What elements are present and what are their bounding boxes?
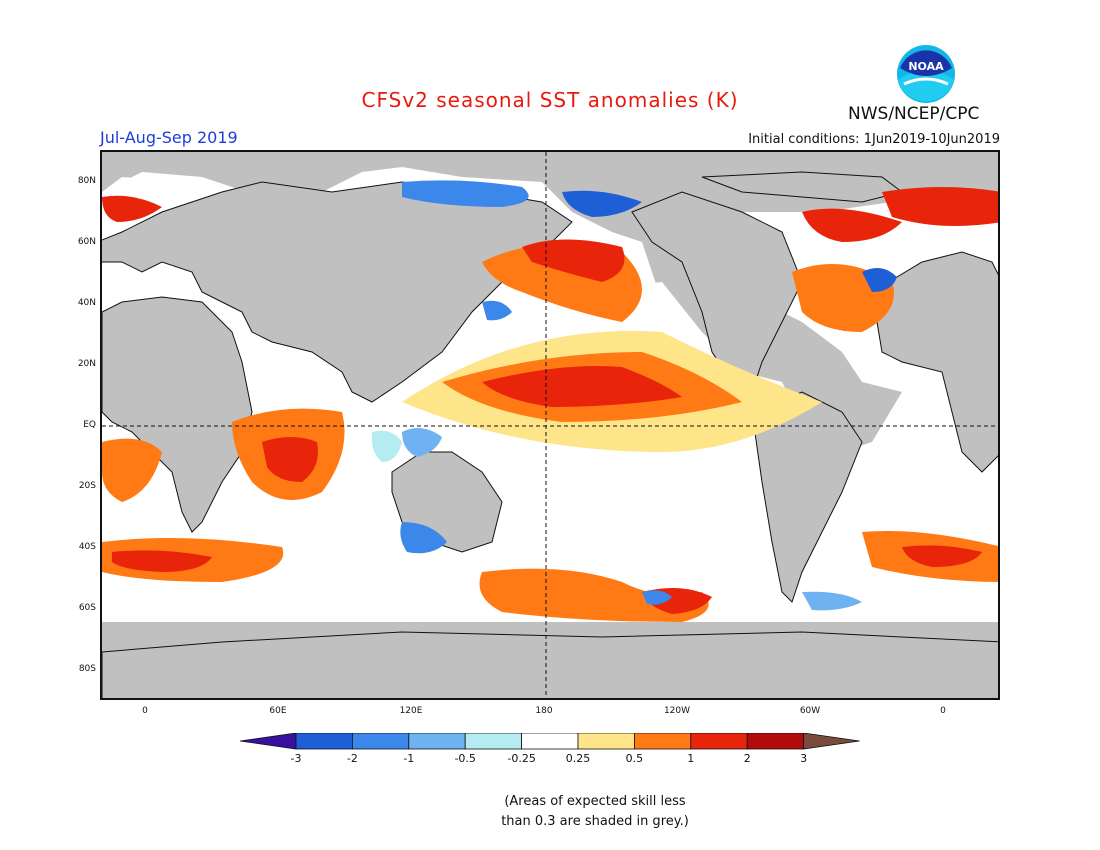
colorbar-label: -1 xyxy=(403,752,415,765)
lon-label-120w: 120W xyxy=(663,706,691,716)
colorbar-segment xyxy=(633,732,692,750)
lon-label-60e: 60E xyxy=(269,706,287,716)
lon-label-0-east: 0 xyxy=(940,706,946,716)
skill-note-line-1: (Areas of expected skill less xyxy=(504,794,686,809)
colorbar-segment xyxy=(803,732,860,750)
colorbar-segment xyxy=(239,732,297,750)
agency-label: NWS/NCEP/CPC xyxy=(848,104,980,124)
colorbar-label: -2 xyxy=(346,752,358,765)
colorbar-label: -0.25 xyxy=(507,752,536,765)
colorbar-segment xyxy=(521,732,579,750)
skill-note: (Areas of expected skill less than 0.3 a… xyxy=(0,792,1100,832)
lon-label-60w: 60W xyxy=(799,706,821,716)
colorbar-label: -3 xyxy=(290,752,302,765)
lat-label-eq: EQ xyxy=(83,420,96,430)
lat-label-60s: 60S xyxy=(78,603,96,613)
colorbar-label: -0.5 xyxy=(454,752,476,765)
colorbar-label: 1 xyxy=(687,752,695,765)
season-label: Jul-Aug-Sep 2019 xyxy=(100,128,238,147)
lon-label-120e: 120E xyxy=(399,706,423,716)
lon-label-0: 0 xyxy=(142,706,148,716)
logo-text: NOAA xyxy=(908,60,944,73)
colorbar-segment xyxy=(746,732,805,750)
noaa-logo: NOAA xyxy=(896,44,956,104)
lat-label-80s: 80S xyxy=(78,664,96,674)
colorbar xyxy=(239,732,860,755)
skill-note-line-2: than 0.3 are shaded in grey.) xyxy=(501,814,689,829)
initial-conditions: Initial conditions: 1Jun2019-10Jun2019 xyxy=(748,132,1000,147)
lon-label-180: 180 xyxy=(535,706,553,716)
lat-label-40n: 40N xyxy=(77,298,96,308)
lat-label-60n: 60N xyxy=(77,237,96,247)
map-title: CFSv2 seasonal SST anomalies (K) xyxy=(361,88,739,112)
colorbar-label: 0.5 xyxy=(625,752,644,765)
lat-label-40s: 40S xyxy=(78,542,96,552)
anomaly-shading xyxy=(102,180,998,622)
lat-label-20s: 20S xyxy=(78,481,96,491)
colorbar-label: 0.25 xyxy=(565,752,591,765)
lat-label-20n: 20N xyxy=(77,359,96,369)
sst-anomaly-map xyxy=(100,150,1000,700)
colorbar-segment xyxy=(464,732,522,750)
lat-label-80n: 80N xyxy=(77,176,96,186)
colorbar-segment xyxy=(690,732,748,750)
colorbar-segment xyxy=(295,732,353,750)
colorbar-label: 3 xyxy=(800,752,808,765)
colorbar-label: 2 xyxy=(743,752,751,765)
colorbar-segment xyxy=(352,732,410,750)
colorbar-segment xyxy=(577,732,635,750)
colorbar-segment xyxy=(408,732,466,750)
